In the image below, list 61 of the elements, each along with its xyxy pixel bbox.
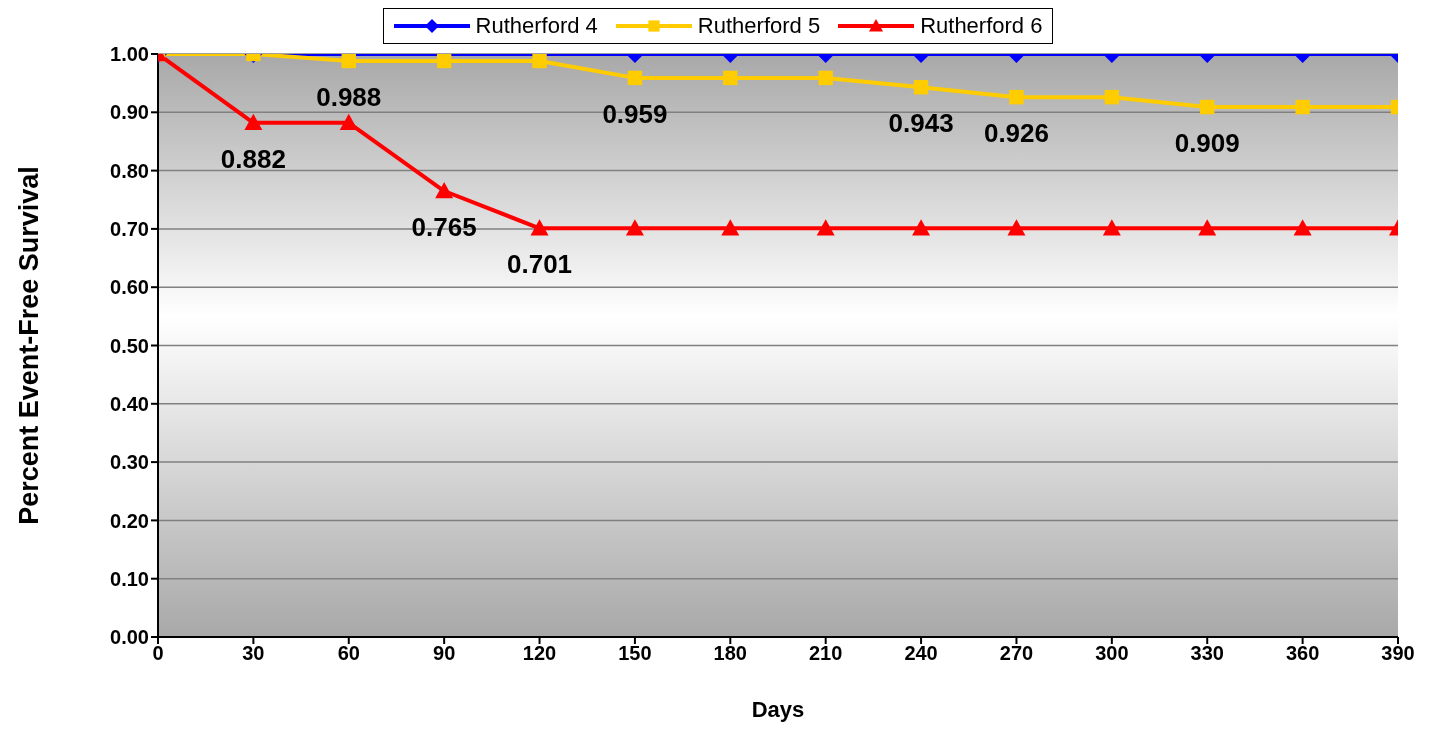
x-tick-label: 120 [522, 642, 557, 665]
y-tick-label: 0.90 [110, 101, 149, 124]
point [244, 113, 263, 130]
annotation: 0.882 [220, 143, 286, 174]
x-axis-title: Days [751, 697, 805, 722]
point [339, 113, 358, 130]
y-tick-label: 0.30 [110, 451, 149, 474]
x-tick-label: 60 [337, 642, 360, 665]
point [1200, 99, 1215, 115]
point [625, 219, 644, 236]
legend-label: Rutherford 5 [697, 13, 821, 39]
y-tick-label: 0.80 [110, 159, 149, 182]
point [532, 54, 547, 69]
x-tick-label: 300 [1095, 642, 1129, 665]
legend-label: Rutherford 4 [475, 13, 598, 39]
annotation: 0.765 [411, 212, 477, 243]
annotation: 0.926 [983, 118, 1049, 149]
y-tick-label: 0.60 [110, 276, 149, 299]
point [436, 54, 452, 69]
annotation: 0.959 [602, 98, 668, 129]
x-tick-label: 90 [433, 642, 456, 665]
point [1293, 219, 1312, 236]
y-tick-label: 1.00 [110, 43, 149, 66]
point [435, 182, 454, 199]
point [723, 70, 738, 86]
x-tick-label: 210 [809, 642, 843, 665]
y-tick-label: 0.40 [110, 392, 149, 415]
point [912, 219, 931, 236]
y-tick-label: 0.00 [110, 626, 149, 649]
x-tick-label: 360 [1285, 642, 1320, 665]
point [530, 219, 549, 236]
x-tick-label: 150 [618, 642, 652, 665]
y-tick-label: 0.70 [110, 218, 149, 240]
legend-label: Rutherford 6 [920, 13, 1043, 39]
y-tick-label: 0.20 [110, 509, 149, 532]
point [816, 219, 835, 236]
x-tick-label: 390 [1381, 642, 1415, 665]
point [913, 80, 929, 95]
point [1198, 219, 1217, 236]
x-tick-label: 270 [999, 642, 1034, 665]
annotation: 0.701 [507, 249, 573, 280]
point [1007, 219, 1026, 236]
point [818, 70, 833, 86]
x-tick-label: 330 [1190, 642, 1224, 665]
point [341, 54, 356, 69]
y-tick-label: 0.10 [110, 567, 149, 590]
x-tick-label: 180 [713, 642, 747, 665]
y-axis-title: Percent Event-Free Survival [13, 166, 44, 525]
x-tick-label: 30 [242, 642, 265, 665]
annotation: 0.988 [316, 82, 382, 112]
point [627, 70, 643, 86]
point [1009, 89, 1024, 105]
point [721, 219, 740, 236]
point [1295, 99, 1310, 115]
annotation: 0.909 [1174, 128, 1240, 159]
point [1102, 219, 1121, 236]
x-tick-label: 240 [904, 642, 938, 665]
point [1104, 89, 1120, 105]
annotation: 0.943 [888, 108, 954, 139]
y-tick-label: 0.50 [110, 334, 149, 357]
x-tick-label: 0 [152, 642, 164, 665]
